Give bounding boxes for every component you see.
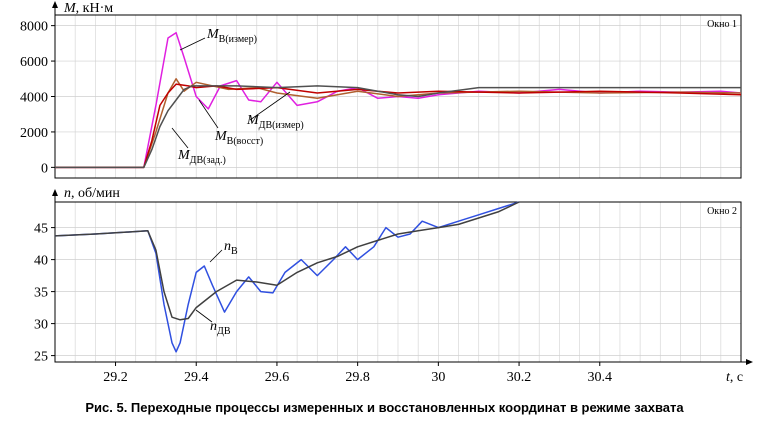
speed-y-arrowhead — [52, 189, 58, 196]
annotation-ndv: nДВ — [195, 309, 231, 337]
x-tick-label: 30 — [431, 370, 445, 385]
annotation-mv-restored: MВ(восст) — [198, 99, 263, 147]
svg-text:nВ: nВ — [224, 239, 238, 257]
torque-y-axis-label: M, кН·м — [63, 1, 113, 16]
speed-chart-frame — [54, 201, 742, 363]
speed-chart-grid — [54, 202, 742, 362]
torque-series-line-2 — [55, 83, 742, 169]
svg-text:MДВ(зад.): MДВ(зад.) — [177, 148, 226, 166]
x-tick-label: 29.8 — [345, 370, 370, 385]
time-axis-label: t, с — [726, 370, 743, 385]
y-tick-label: 0 — [41, 161, 48, 176]
annotation-nv: nВ — [209, 239, 238, 263]
speed-chart: 25 30 35 40 45 29.2 29.4 29.6 29.8 30 30.2 30.4 Ок… — [34, 186, 753, 385]
annotation-mdv-setpoint: MДВ(зад.) — [171, 127, 226, 166]
speed-chart-series — [54, 201, 520, 353]
torque-chart: 0 2000 4000 6000 8000 Окно 1 M, кН·м MВ(изме… — [20, 1, 742, 179]
x-tick-label: 30.4 — [588, 370, 613, 385]
y-tick-label: 30 — [34, 318, 48, 333]
speed-chart-x-ticks: 29.2 29.4 29.6 29.8 30 30.2 30.4 — [103, 362, 612, 385]
y-tick-label: 40 — [34, 254, 48, 269]
x-tick-label: 30.2 — [507, 370, 532, 385]
y-tick-label: 25 — [34, 350, 48, 365]
figure-caption: Рис. 5. Переходные процессы измеренных и… — [85, 400, 684, 415]
torque-chart-grid — [54, 15, 742, 178]
speed-series-line-1 — [54, 201, 520, 321]
svg-text:MВ(измер): MВ(измер) — [206, 27, 257, 45]
y-tick-label: 2000 — [20, 126, 48, 141]
window-1-label: Окно 1 — [707, 19, 737, 30]
x-tick-label: 29.6 — [265, 370, 290, 385]
y-tick-label: 8000 — [20, 20, 48, 35]
torque-series-line-3 — [55, 85, 741, 169]
svg-text:MДВ(измер): MДВ(измер) — [246, 113, 304, 131]
y-tick-label: 35 — [34, 286, 48, 301]
time-axis-arrowhead — [746, 359, 753, 365]
svg-text:nДВ: nДВ — [210, 319, 231, 337]
speed-series-line-0 — [54, 201, 520, 353]
annotation-mdv-measured: MДВ(измер) — [246, 91, 304, 131]
torque-y-arrowhead — [52, 1, 58, 8]
y-tick-label: 6000 — [20, 55, 48, 70]
window-2-label: Окно 2 — [707, 206, 737, 217]
x-tick-label: 29.2 — [103, 370, 128, 385]
speed-y-axis-label: n, об/мин — [64, 186, 120, 201]
x-tick-label: 29.4 — [184, 370, 209, 385]
torque-chart-y-ticks: 0 2000 4000 6000 8000 — [20, 20, 55, 176]
y-tick-label: 45 — [34, 222, 48, 237]
svg-text:MВ(восст): MВ(восст) — [214, 129, 263, 147]
figure: 0 2000 4000 6000 8000 Окно 1 M, кН·м MВ(изме… — [20, 1, 753, 385]
speed-chart-y-ticks: 25 30 35 40 45 — [34, 222, 55, 365]
annotation-mv-measured: MВ(измер) — [179, 27, 257, 51]
y-tick-label: 4000 — [20, 91, 48, 106]
